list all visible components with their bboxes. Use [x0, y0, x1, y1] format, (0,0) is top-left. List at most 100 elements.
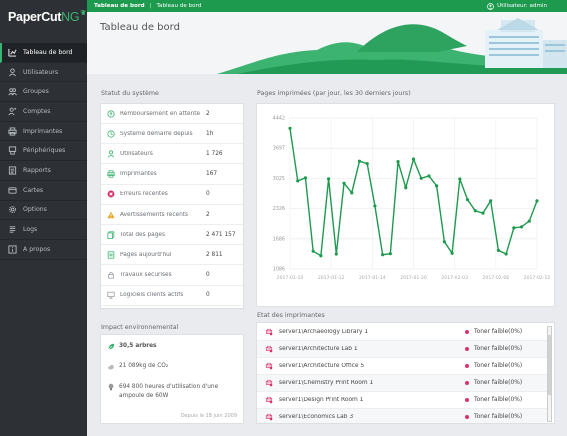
- environment-panel: 30,5 arbres 21 089kg de CO₂ 694 800 heur…: [100, 334, 244, 424]
- sidebar-item-info[interactable]: A propos: [0, 240, 87, 260]
- printer-row[interactable]: server1\Chemistry Print Room 1 Toner faib…: [257, 375, 547, 392]
- data-point[interactable]: [365, 162, 369, 166]
- printer-status: Toner faible(0%): [474, 363, 523, 369]
- group-icon: [7, 88, 17, 96]
- data-point[interactable]: [450, 251, 454, 255]
- topbar: Tableau de bord | Tableau de bord Utilis…: [87, 0, 567, 12]
- sidebar-item-dashboard[interactable]: Tableau de bord: [0, 43, 87, 63]
- data-point[interactable]: [326, 177, 331, 181]
- status-row[interactable]: Total des pages 2 471 157: [101, 225, 243, 246]
- dashboard-icon: [7, 47, 17, 57]
- data-point[interactable]: [388, 252, 392, 256]
- printer-status: Toner faible(0%): [474, 397, 523, 403]
- data-point[interactable]: [535, 199, 539, 203]
- user-menu[interactable]: Utilisateur: admin: [487, 0, 547, 12]
- device-icon: [8, 146, 16, 155]
- accounts-icon: [7, 106, 17, 116]
- data-point[interactable]: [334, 252, 338, 256]
- data-point[interactable]: [519, 225, 524, 229]
- printer-alert-icon: [265, 345, 273, 353]
- data-point[interactable]: [342, 181, 346, 185]
- data-point[interactable]: [496, 248, 501, 252]
- refund-icon: [107, 109, 115, 118]
- data-point[interactable]: [427, 174, 431, 178]
- status-row[interactable]: Système démarré depuis 1h: [101, 124, 243, 145]
- status-row[interactable]: Erreurs récentes 0: [101, 185, 243, 205]
- status-dot: [465, 364, 469, 368]
- x-tick-label: 2017-01-12: [318, 275, 345, 281]
- building-illustration: [485, 18, 567, 68]
- printer-row[interactable]: server1\Design Print Room 1 Toner faible(…: [257, 392, 547, 409]
- header-landscape-illustration: [217, 18, 567, 74]
- scrollbar-thumb[interactable]: [548, 335, 551, 395]
- status-row[interactable]: Logiciels clients actifs 0: [101, 286, 243, 306]
- status-row[interactable]: Travaux sécurisés 0: [101, 266, 243, 286]
- printer-status: Toner faible(0%): [474, 329, 523, 335]
- data-point[interactable]: [303, 176, 308, 180]
- data-point[interactable]: [357, 159, 362, 163]
- sidebar-item-user[interactable]: Utilisateurs: [0, 63, 87, 83]
- data-point[interactable]: [489, 199, 493, 203]
- data-point[interactable]: [311, 249, 315, 253]
- data-point[interactable]: [373, 204, 377, 208]
- sidebar-item-printer[interactable]: Imprimantes: [0, 122, 87, 142]
- data-point[interactable]: [473, 209, 477, 213]
- sidebar-item-card[interactable]: Cartes: [0, 181, 87, 201]
- sidebar-item-gear[interactable]: Options: [0, 201, 87, 221]
- data-point[interactable]: [435, 184, 439, 188]
- data-point[interactable]: [381, 253, 385, 257]
- status-value: 0: [206, 191, 210, 198]
- report-icon: [7, 165, 17, 175]
- refund-icon: [107, 109, 115, 118]
- sidebar-item-label: Utilisateurs: [23, 68, 59, 76]
- data-point[interactable]: [396, 160, 400, 164]
- sidebar-item-label: Rapports: [23, 166, 51, 174]
- sidebar-item-group[interactable]: Groupes: [0, 82, 87, 103]
- sidebar-item-report[interactable]: Rapports: [0, 161, 87, 181]
- data-point[interactable]: [512, 226, 516, 230]
- sidebar-item-label: Tableau de bord: [23, 48, 73, 56]
- card-icon: [7, 185, 17, 195]
- data-point[interactable]: [350, 191, 354, 195]
- printer-row[interactable]: server1\Architecture Lab 1 Toner faible(0…: [257, 341, 547, 358]
- x-tick-label: 2017-01-20: [400, 275, 427, 281]
- data-point[interactable]: [288, 126, 292, 130]
- data-point[interactable]: [442, 240, 446, 244]
- env-co2: 21 089kg de CO₂: [107, 363, 168, 371]
- breadcrumb-home[interactable]: Tableau de bord: [94, 3, 145, 9]
- sidebar-item-device[interactable]: Périphériques: [0, 141, 87, 162]
- printer-icon: [107, 170, 115, 178]
- client-icon: [107, 292, 115, 299]
- printer-row[interactable]: server1\Archaeology Library 1 Toner faibl…: [257, 324, 547, 341]
- papercut-logo[interactable]: PaperCutNG❦: [8, 10, 86, 24]
- data-point[interactable]: [458, 177, 462, 181]
- data-point[interactable]: [504, 252, 508, 256]
- printer-list-scrollbar[interactable]: [547, 326, 552, 422]
- status-label: Logiciels clients actifs: [120, 292, 184, 299]
- error-icon: [107, 190, 115, 198]
- data-point[interactable]: [319, 254, 323, 258]
- data-point[interactable]: [465, 198, 470, 202]
- sidebar-item-accounts[interactable]: Comptes: [0, 102, 87, 122]
- status-dot: [465, 398, 469, 402]
- status-row[interactable]: Avertissements récents 2: [101, 205, 243, 225]
- cloud-icon: [107, 363, 115, 371]
- data-point[interactable]: [411, 157, 416, 161]
- status-row[interactable]: Remboursement en attente 2: [101, 104, 243, 124]
- data-point[interactable]: [419, 176, 423, 180]
- printer-icon: [107, 170, 115, 178]
- sidebar-item-log[interactable]: Logs: [0, 220, 87, 240]
- log-icon: [9, 226, 15, 233]
- sidebar-item-label: Cartes: [23, 186, 44, 194]
- printer-row[interactable]: server1\Economics Lab 3 Toner faible(0%): [257, 409, 547, 423]
- status-row[interactable]: Utilisateurs 1 726: [101, 144, 243, 165]
- data-point[interactable]: [404, 186, 408, 190]
- pages-icon: [107, 231, 115, 239]
- device-icon: [7, 146, 17, 156]
- data-point[interactable]: [527, 219, 531, 223]
- data-point[interactable]: [481, 211, 485, 215]
- printer-row[interactable]: server1\Architecture Office 5 Toner faibl…: [257, 358, 547, 375]
- status-row[interactable]: Imprimantes 167: [101, 165, 243, 185]
- status-row[interactable]: Pages aujourd'hui 2 811: [101, 245, 243, 266]
- data-point[interactable]: [296, 179, 300, 183]
